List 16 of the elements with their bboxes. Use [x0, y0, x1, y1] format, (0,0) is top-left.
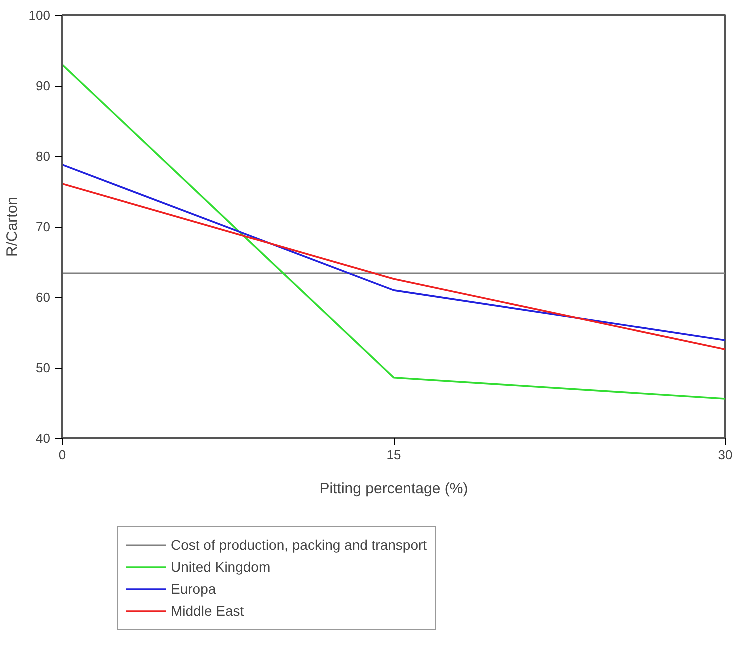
y-tick-label: 60	[36, 290, 51, 305]
y-tick-label: 50	[36, 360, 51, 376]
legend-label: Middle East	[171, 602, 244, 620]
x-axis-title: Pitting percentage (%)	[320, 480, 468, 498]
x-tick-label: 15	[386, 448, 402, 462]
y-tick-label: 40	[36, 431, 51, 446]
legend-label: Europa	[171, 580, 216, 598]
legend-label: United Kingdom	[171, 558, 271, 576]
y-tick-label: 80	[36, 149, 51, 164]
x-tick-label: 0	[58, 448, 66, 462]
y-axis-title: R/Carton	[4, 196, 21, 258]
y-tick-label: 100	[28, 8, 51, 23]
x-tick-label: 30	[718, 448, 733, 462]
legend-label: Cost of production, packing and transport	[171, 536, 428, 554]
y-tick-label: 70	[36, 220, 51, 234]
y-tick-label: 90	[36, 78, 51, 94]
